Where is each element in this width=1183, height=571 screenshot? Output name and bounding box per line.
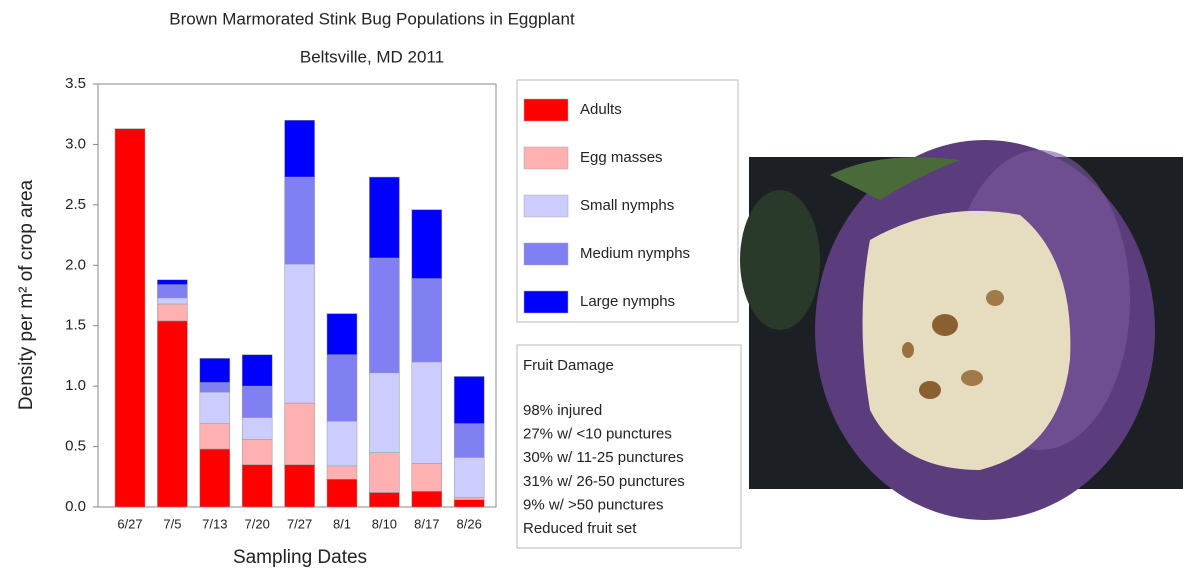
annotation-line: Reduced fruit set (523, 520, 637, 537)
bar-segment (157, 284, 188, 299)
annotation-title: Fruit Damage (523, 357, 614, 374)
bar-segment (411, 491, 443, 508)
bar-segment (284, 464, 315, 508)
bar-segment (199, 358, 231, 383)
annotation-line: 27% w/ <10 punctures (523, 426, 672, 443)
x-tick-label: 8/1 (333, 516, 351, 531)
annotation-line: 31% w/ 26-50 punctures (523, 473, 685, 490)
bar-segment (369, 176, 400, 259)
bar-segment (453, 376, 485, 424)
legend-label: Egg masses (580, 149, 663, 166)
x-tick-label: 7/27 (287, 516, 312, 531)
bar-segment (199, 382, 231, 393)
bar-segment (241, 439, 273, 465)
y-tick-label: 0.0 (65, 498, 86, 515)
bar-segment (241, 385, 273, 418)
bar-segment (241, 417, 273, 440)
bar-segment (453, 423, 485, 458)
y-tick-label: 0.5 (65, 438, 86, 455)
legend-swatch (523, 242, 569, 266)
eggplant-photo (740, 140, 1183, 520)
bar-segment (411, 361, 443, 464)
legend-label: Small nymphs (580, 197, 674, 214)
bar-segment (284, 402, 315, 465)
x-tick-label: 8/26 (457, 516, 482, 531)
bar-segment (369, 257, 400, 374)
x-tick-label: 7/13 (202, 516, 227, 531)
x-tick-label: 7/5 (163, 516, 181, 531)
bar-segment (157, 297, 188, 305)
bar-segment (326, 313, 358, 355)
bar-segment (114, 128, 146, 508)
bar-segment (411, 463, 443, 492)
bar-segment (157, 320, 188, 508)
x-tick-label: 8/10 (372, 516, 397, 531)
legend-swatch (523, 146, 569, 170)
bar-segment (241, 464, 273, 508)
legend-swatch (523, 290, 569, 314)
bar-segment (369, 452, 400, 493)
bar-segment (453, 457, 485, 498)
bar-segment (411, 278, 443, 363)
bar-segment (326, 465, 358, 480)
legend-swatch (523, 98, 569, 122)
x-axis-label: Sampling Dates (233, 547, 367, 568)
y-tick-label: 2.5 (65, 196, 86, 213)
bar-segment (453, 497, 485, 500)
y-tick-label: 1.5 (65, 317, 86, 334)
bar-segment (199, 391, 231, 424)
x-tick-label: 6/27 (117, 516, 142, 531)
legend-label: Medium nymphs (580, 245, 690, 262)
y-tick-label: 2.0 (65, 256, 86, 273)
bar-segment (369, 372, 400, 453)
annotation-line: 9% w/ >50 punctures (523, 496, 664, 513)
bar-segment (369, 492, 400, 508)
chart-subtitle: Beltsville, MD 2011 (300, 47, 444, 66)
bar-segment (326, 420, 358, 467)
legend-label: Adults (580, 101, 622, 118)
annotation-box (516, 344, 742, 549)
bar-segment (411, 209, 443, 279)
bar-segment (157, 303, 188, 322)
bar-segment (326, 354, 358, 422)
y-tick-label: 3.0 (65, 135, 86, 152)
bar-segment (453, 499, 485, 508)
bar-segment (284, 263, 315, 404)
y-tick-label: 3.5 (65, 75, 86, 92)
bar-segment (284, 176, 315, 265)
annotation-line: 30% w/ 11-25 punctures (523, 449, 684, 466)
y-tick-label: 1.0 (65, 377, 86, 394)
legend-label: Large nymphs (580, 293, 675, 310)
x-tick-label: 7/20 (245, 516, 270, 531)
bar-segment (326, 478, 358, 508)
bar-segment (284, 120, 315, 178)
legend-swatch (523, 194, 569, 218)
x-tick-label: 8/17 (414, 516, 439, 531)
y-axis-label: Density per m² of crop area (16, 179, 37, 410)
annotation-line: 98% injured (523, 402, 602, 419)
bar-segment (241, 354, 273, 387)
bar-segment (157, 279, 188, 285)
chart-title: Brown Marmorated Stink Bug Populations i… (169, 9, 575, 28)
bar-segment (199, 423, 231, 450)
bar-segment (199, 448, 231, 508)
